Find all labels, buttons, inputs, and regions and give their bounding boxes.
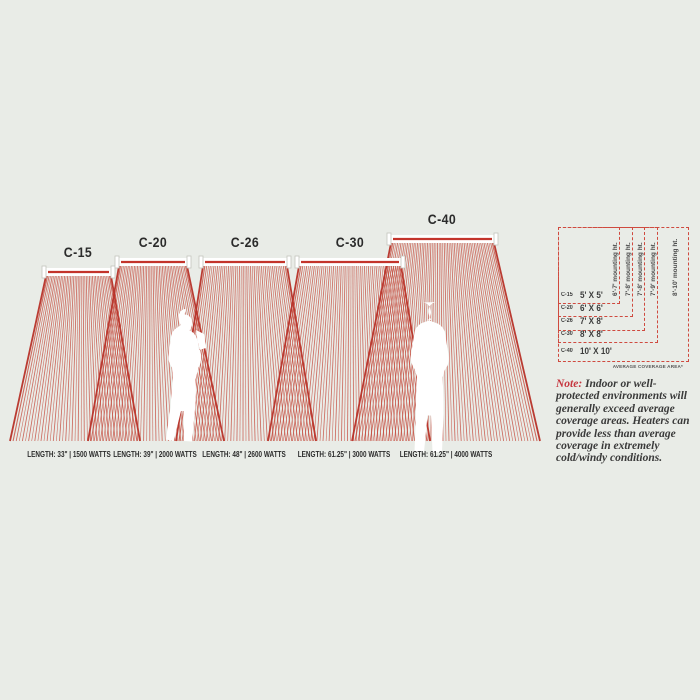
mounting-height-label: 6'-7' mounting ht. — [612, 242, 619, 296]
heater-bar-endcap — [493, 232, 499, 246]
heater-model-label: C-15 — [63, 244, 93, 260]
coverage-box-c40 — [558, 227, 689, 362]
table-row-coverage: 6' X 6' — [580, 303, 603, 313]
heater-spec-label: LENGTH: 48" | 2600 WATTS — [202, 450, 286, 459]
heater-model-label: C-26 — [230, 234, 260, 250]
person-silhouette-2 — [410, 302, 449, 452]
heater-model-label: C-40 — [427, 211, 457, 227]
heater-bars — [41, 232, 499, 279]
table-row-coverage: 10' X 10' — [580, 346, 612, 356]
note-body: Indoor or well-protected environments wi… — [556, 378, 690, 465]
coverage-fan — [87, 265, 225, 442]
person-silhouette-1 — [166, 309, 206, 442]
note-prefix: Note: — [556, 378, 583, 390]
heater-spec-label: LENGTH: 39" | 2000 WATTS — [113, 450, 197, 459]
table-row-coverage: 5' X 5' — [580, 290, 603, 300]
heater-bar — [198, 255, 292, 269]
mounting-height-label: 7'-8' mounting ht. — [637, 242, 644, 296]
heater-bar-endcap — [294, 255, 300, 269]
mounting-height-label: 7'-8' mounting ht. — [625, 242, 632, 296]
heater-bar-endcap — [386, 232, 392, 246]
heater-spec-label: LENGTH: 61.25" | 4000 WATTS — [399, 450, 493, 459]
table-row-coverage: 7' X 8' — [580, 316, 603, 326]
table-row-model: C-30 — [561, 331, 573, 337]
table-row-model: C-26 — [561, 318, 573, 324]
heater-bar-endcap — [186, 255, 192, 269]
heater-bar — [386, 232, 499, 246]
coverage-fans — [9, 242, 541, 442]
mounting-height-label: 7'-9' mounting ht. — [650, 242, 657, 296]
table-row-model: C-20 — [561, 305, 573, 311]
table-row-model: C-40 — [561, 348, 573, 354]
heater-bar — [41, 265, 116, 279]
table-row-coverage: 8' X 8' — [580, 329, 603, 339]
table-row-model: C-15 — [561, 292, 573, 298]
heater-spec-label: LENGTH: 33" | 1500 WATTS — [27, 450, 111, 459]
heater-bar-endcap — [110, 265, 116, 279]
heater-bar-endcap — [114, 255, 120, 269]
heater-spec-label: LENGTH: 61.25" | 3000 WATTS — [297, 450, 391, 459]
heater-bar-endcap — [198, 255, 204, 269]
note-text: Note: Indoor or well-protected environme… — [556, 378, 696, 465]
table-footnote: AVERAGE COVERAGE AREA* — [612, 364, 683, 369]
coverage-fan — [175, 265, 317, 442]
heater-bar-endcap — [41, 265, 47, 279]
heater-model-label: C-20 — [138, 234, 168, 250]
mounting-height-label: 8'-10' mounting ht. — [672, 238, 679, 296]
heater-bar-endcap — [286, 255, 292, 269]
heater-bar — [294, 255, 406, 269]
heater-bar-endcap — [400, 255, 406, 269]
heater-bar — [114, 255, 192, 269]
heater-model-label: C-30 — [335, 234, 365, 250]
